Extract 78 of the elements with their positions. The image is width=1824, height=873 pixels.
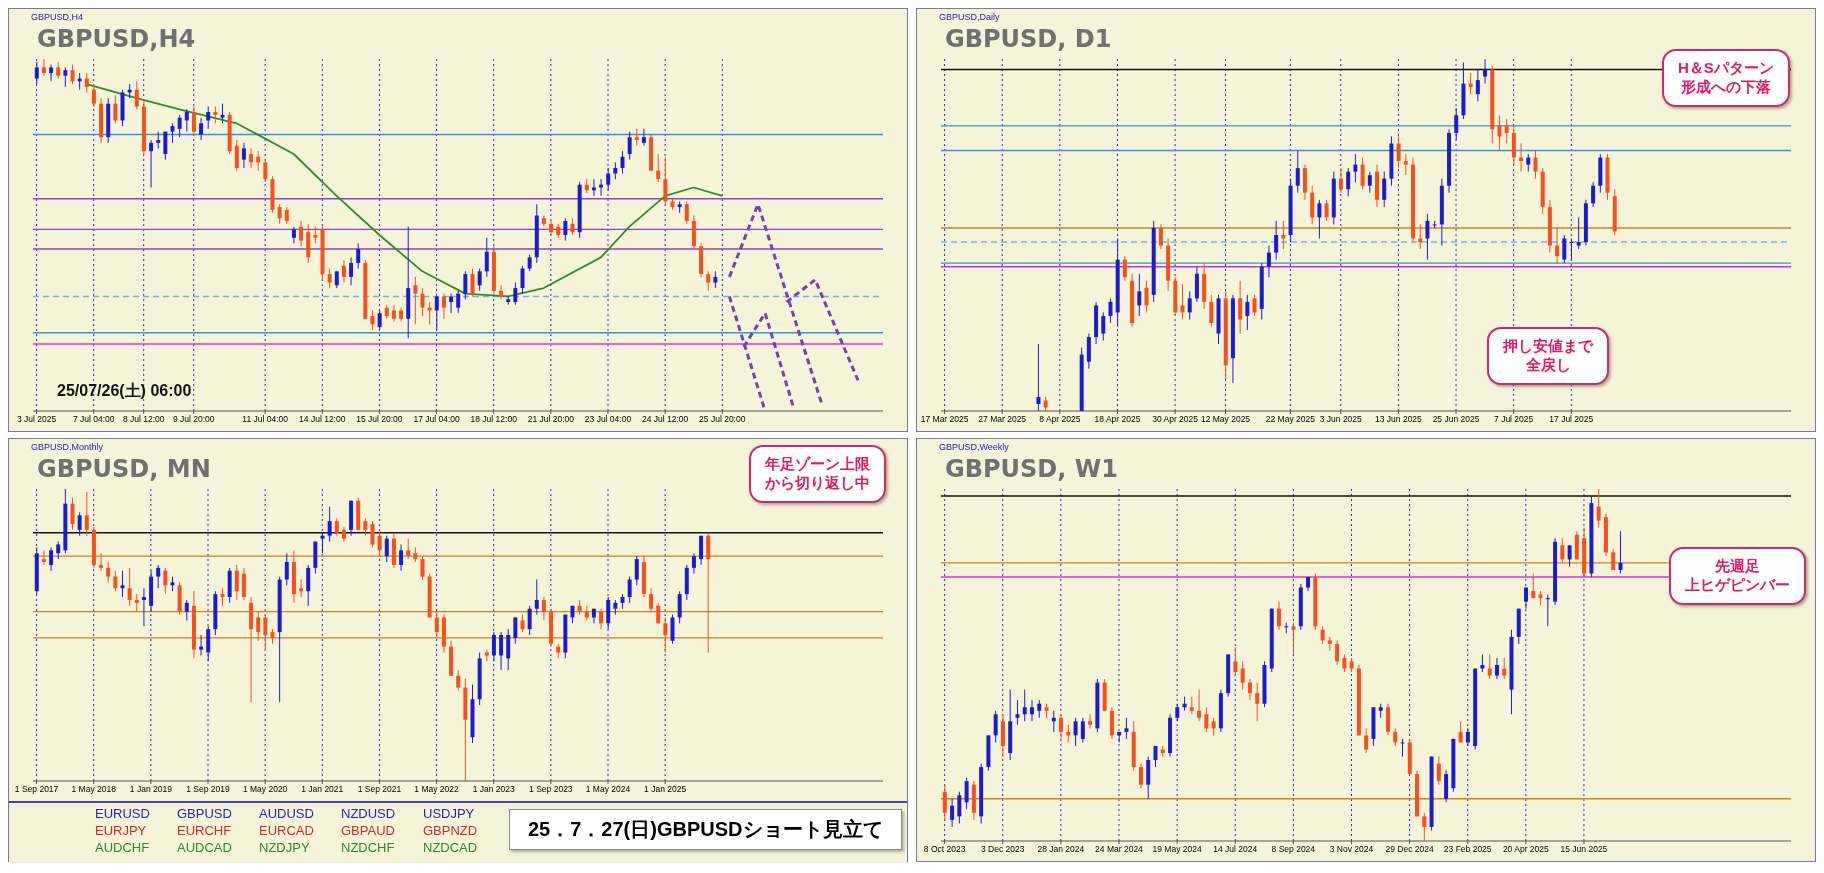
x-tick-label: 1 May 2024 <box>585 784 631 795</box>
x-tick-label: 24 Mar 2024 <box>1095 844 1144 855</box>
x-tick-label: 9 Jul 20:00 <box>172 414 215 425</box>
x-tick-label: 3 Dec 2023 <box>981 844 1025 855</box>
x-tick-label: 1 Sep 2017 <box>14 784 59 795</box>
annotation: 年足ゾーン上限から切り返し中 <box>749 445 886 503</box>
x-tick-label: 17 Jul 2025 <box>1549 414 1594 425</box>
x-tick-label: 1 Sep 2019 <box>186 784 231 795</box>
text: NZDJPY <box>259 840 310 855</box>
x-tick-label: 3 Jun 2025 <box>1319 414 1363 425</box>
x-tick-label: 1 Sep 2021 <box>357 784 402 795</box>
text: EURCAD <box>259 823 314 838</box>
text: EURUSD <box>95 806 150 821</box>
text: NZDUSD <box>341 806 396 821</box>
chart-title: GBPUSD,H4 <box>37 25 196 53</box>
x-tick-label: 7 Jul 04:00 <box>72 414 115 425</box>
x-tick-label: 18 Apr 2025 <box>1094 414 1141 425</box>
x-tick-label: 14 Jul 12:00 <box>299 414 346 425</box>
x-tick-label: 30 Apr 2025 <box>1152 414 1199 425</box>
x-tick-label: 1 Jan 2025 <box>644 784 687 795</box>
text: GBPUSD <box>177 806 232 821</box>
annotation: 押し安値まで全戻し <box>1487 327 1609 385</box>
text: NZDCAD <box>423 840 478 855</box>
x-tick-label: 22 May 2025 <box>1265 414 1316 425</box>
text: EURJPY <box>95 823 147 838</box>
x-tick-label: 11 Jul 04:00 <box>242 414 289 425</box>
x-tick-label: 17 Jul 04:00 <box>413 414 460 425</box>
x-tick-label: 15 Jun 2025 <box>1560 844 1608 855</box>
x-tick-label: 1 May 2018 <box>71 784 117 795</box>
x-tick-label: 17 Mar 2025 <box>920 414 969 425</box>
text: EURCHF <box>177 823 232 838</box>
x-tick-label: 12 May 2025 <box>1200 414 1251 425</box>
annotation: H＆Sパターン形成への下落 <box>1662 49 1790 107</box>
chart-title: GBPUSD, MN <box>37 455 211 483</box>
x-tick-label: 8 Sep 2024 <box>1271 844 1316 855</box>
text: NZDCHF <box>341 840 395 855</box>
x-tick-label: 15 Jul 20:00 <box>356 414 403 425</box>
chart-title: GBPUSD, D1 <box>945 25 1112 53</box>
chart-subtitle: GBPUSD,H4 <box>31 12 84 22</box>
chart-subtitle: GBPUSD,Monthly <box>31 442 104 452</box>
x-tick-label: 7 Jul 2025 <box>1494 414 1534 425</box>
x-tick-label: 3 Jul 2025 <box>16 414 57 425</box>
x-tick-label: 1 Jan 2019 <box>129 784 173 795</box>
x-tick-label: 18 Jul 12:00 <box>470 414 518 425</box>
x-tick-label: 1 Jan 2023 <box>472 784 516 795</box>
text: GBPNZD <box>423 823 478 838</box>
x-tick-label: 1 Jan 2021 <box>301 784 344 795</box>
x-tick-label: 14 Jul 2024 <box>1213 844 1258 855</box>
x-tick-label: 25 Jul 20:00 <box>699 414 746 425</box>
text: AUDUSD <box>259 806 314 821</box>
x-tick-label: 29 Dec 2024 <box>1385 844 1434 855</box>
x-tick-label: 23 Jul 04:00 <box>584 414 632 425</box>
text: AUDCAD <box>177 840 232 855</box>
text: USDJPY <box>423 806 475 821</box>
x-tick-label: 8 Jul 12:00 <box>122 414 165 425</box>
chart-title: GBPUSD, W1 <box>945 455 1118 483</box>
x-tick-label: 8 Oct 2023 <box>923 844 966 855</box>
x-tick-label: 19 May 2024 <box>1152 844 1202 855</box>
x-tick-label: 23 Feb 2025 <box>1443 844 1492 855</box>
chart-subtitle: GBPUSD,Weekly <box>939 442 1009 452</box>
x-tick-label: 21 Jul 20:00 <box>527 414 575 425</box>
x-tick-label: 27 Mar 2025 <box>978 414 1027 425</box>
annotation: 先週足上ヒゲピンバー <box>1669 547 1806 605</box>
x-tick-label: 1 May 2022 <box>414 784 460 795</box>
x-tick-label: 1 Sep 2023 <box>529 784 573 795</box>
x-tick-label: 13 Jun 2025 <box>1375 414 1423 425</box>
text: 25．7．27(日)GBPUSDショート見立て <box>509 809 902 850</box>
x-tick-label: 8 Apr 2025 <box>1039 414 1081 425</box>
x-tick-label: 24 Jul 12:00 <box>641 414 689 425</box>
x-tick-label: 20 Apr 2025 <box>1502 844 1550 855</box>
x-tick-label: 28 Jan 2024 <box>1037 844 1085 855</box>
text: AUDCHF <box>95 840 150 855</box>
text: 25/07/26(土) 06:00 <box>57 381 192 401</box>
text: GBPAUD <box>341 823 395 838</box>
chart-subtitle: GBPUSD,Daily <box>939 12 1000 22</box>
x-tick-label: 25 Jun 2025 <box>1432 414 1480 425</box>
x-tick-label: 1 May 2020 <box>242 784 288 795</box>
x-tick-label: 3 Nov 2024 <box>1329 844 1374 855</box>
